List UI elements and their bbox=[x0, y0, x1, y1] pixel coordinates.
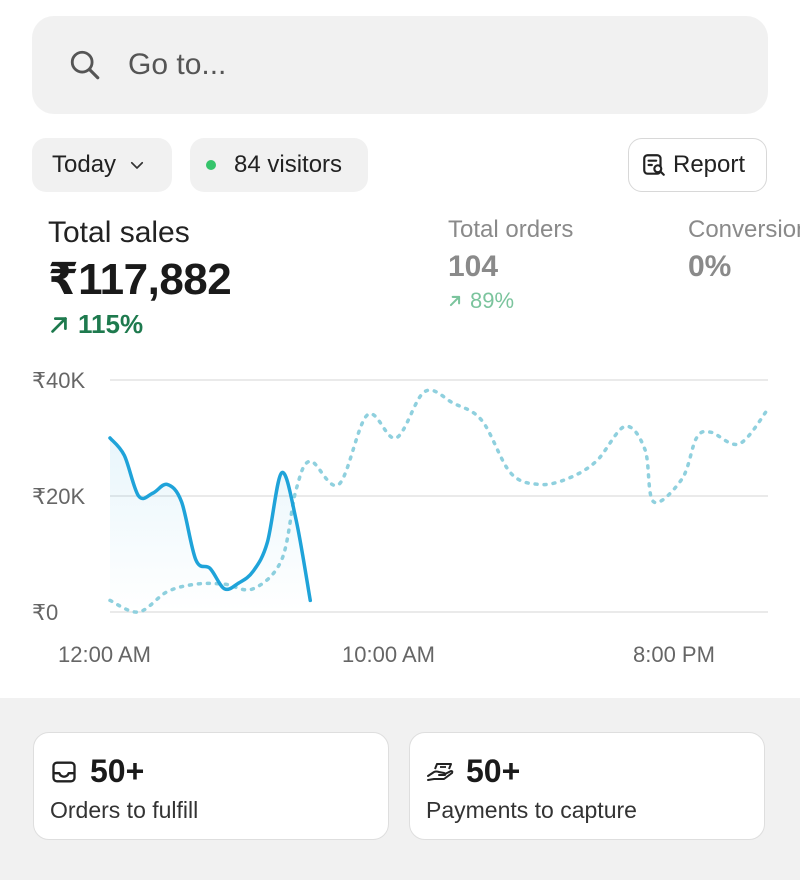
total-orders-change-value: 89% bbox=[470, 288, 515, 313]
report-search-icon bbox=[643, 154, 665, 176]
y-tick-label: ₹0 bbox=[32, 600, 58, 625]
chevron-down-icon bbox=[130, 161, 144, 169]
total-sales-change-value: 115% bbox=[78, 309, 144, 339]
report-button[interactable]: Report bbox=[628, 138, 767, 192]
arrow-up-right-icon bbox=[51, 316, 67, 333]
conversion-label: Conversion bbox=[688, 216, 800, 243]
total-orders-value: 104 bbox=[448, 250, 499, 283]
total-orders-metric[interactable]: Total orders 104 89% bbox=[448, 216, 573, 314]
total-sales-label: Total sales bbox=[48, 216, 190, 249]
total-orders-change: 89% bbox=[448, 288, 573, 314]
payments-to-capture-count: 50+ bbox=[466, 753, 521, 789]
today-series-area bbox=[110, 438, 311, 612]
sales-chart[interactable]: ₹0 ₹20K ₹40K 12:00 AM 10:00 AM 8:00 PM bbox=[0, 360, 800, 680]
search-icon bbox=[70, 50, 100, 80]
today-series-line bbox=[108, 436, 313, 603]
y-tick-label: ₹40K bbox=[32, 368, 85, 393]
report-label: Report bbox=[673, 151, 746, 178]
date-range-label: Today bbox=[52, 151, 117, 178]
total-sales-value: ₹117,882 bbox=[48, 255, 232, 304]
arrow-up-right-icon bbox=[449, 295, 461, 307]
y-tick-label: ₹20K bbox=[32, 484, 85, 509]
visitors-label: 84 visitors bbox=[234, 151, 343, 178]
live-visitors-button[interactable]: 84 visitors bbox=[190, 138, 368, 192]
payments-to-capture-label: Payments to capture bbox=[426, 797, 637, 823]
total-orders-label: Total orders bbox=[448, 216, 574, 243]
payments-to-capture-card[interactable]: 50+ Payments to capture bbox=[409, 732, 765, 840]
orders-to-fulfill-count: 50+ bbox=[90, 753, 145, 789]
search-bar[interactable] bbox=[32, 16, 768, 114]
hand-payment-icon bbox=[427, 762, 454, 781]
live-status-dot bbox=[206, 160, 216, 170]
orders-to-fulfill-card[interactable]: 50+ Orders to fulfill bbox=[33, 732, 389, 840]
total-sales-change: 115% bbox=[48, 309, 231, 340]
search-input[interactable] bbox=[126, 47, 690, 83]
x-tick-label: 10:00 AM bbox=[342, 642, 435, 667]
total-sales-metric[interactable]: Total sales ₹117,882 115% bbox=[48, 216, 232, 340]
x-tick-label: 12:00 AM bbox=[58, 642, 151, 667]
date-range-dropdown[interactable]: Today bbox=[32, 138, 172, 192]
inbox-icon bbox=[52, 761, 76, 782]
conversion-metric[interactable]: Conversion 0% bbox=[688, 216, 800, 284]
x-tick-label: 8:00 PM bbox=[633, 642, 715, 667]
orders-to-fulfill-label: Orders to fulfill bbox=[50, 797, 199, 823]
conversion-value: 0% bbox=[688, 250, 732, 283]
